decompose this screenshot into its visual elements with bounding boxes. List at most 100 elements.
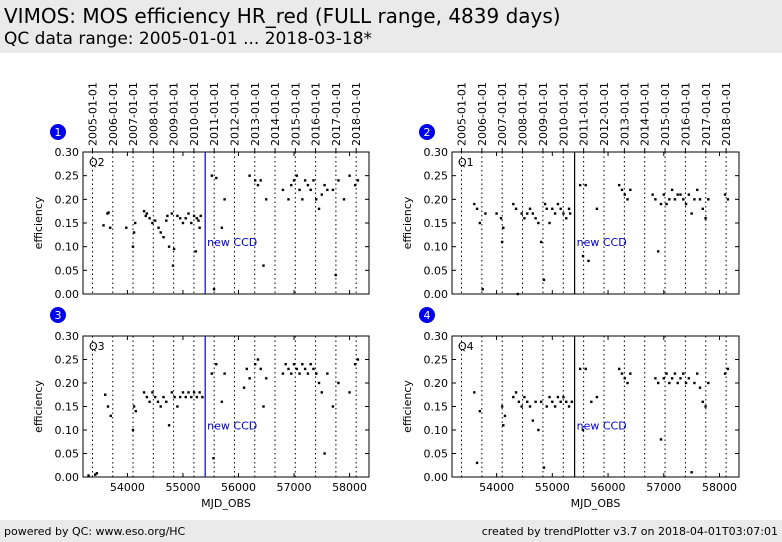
- new-ccd-label: new CCD: [577, 236, 627, 249]
- y-tick-label: 0.10: [424, 241, 449, 254]
- year-tick-label: 2018-01-01: [720, 82, 733, 146]
- data-point: [523, 217, 526, 220]
- data-point: [551, 207, 554, 210]
- data-point: [690, 471, 693, 474]
- data-point: [192, 214, 196, 218]
- data-point: [184, 217, 187, 220]
- year-tick-label: 2011-01-01: [578, 82, 591, 146]
- data-point: [545, 405, 548, 408]
- year-tick-label: 2013-01-01: [618, 82, 631, 146]
- data-point: [248, 174, 251, 177]
- y-tick-label: 0.00: [55, 288, 80, 301]
- data-point: [670, 188, 674, 192]
- data-point: [502, 424, 505, 427]
- data-point: [526, 212, 529, 215]
- data-point: [167, 424, 171, 427]
- data-point: [194, 250, 197, 253]
- data-point: [265, 198, 268, 201]
- data-point: [662, 193, 665, 196]
- data-point: [109, 414, 112, 418]
- x-tick-label: 54000: [110, 481, 145, 494]
- y-tick-label: 0.15: [55, 217, 80, 230]
- data-point: [528, 207, 532, 210]
- data-point: [212, 457, 215, 460]
- data-point: [578, 183, 582, 187]
- data-point: [317, 207, 321, 210]
- data-point: [162, 236, 165, 239]
- panel-1: 2005-01-01 2006-01-01 2007-01-01 2008-01-01…: [32, 82, 370, 301]
- data-point: [170, 391, 174, 394]
- y-tick-label: 0.30: [55, 330, 80, 343]
- data-point: [523, 395, 526, 399]
- data-point: [684, 202, 688, 206]
- data-point: [281, 188, 285, 192]
- data-point: [701, 207, 704, 210]
- x-tick-label: 56000: [221, 481, 256, 494]
- data-point: [676, 193, 679, 196]
- header: VIMOS: MOS efficiency HR_red (FULL range…: [0, 0, 782, 53]
- data-point: [531, 419, 535, 422]
- data-point: [495, 212, 498, 215]
- data-point: [581, 254, 585, 258]
- year-tick-label: 2005-01-01: [456, 82, 469, 146]
- year-tick-label: 2010-01-01: [188, 82, 201, 146]
- data-point: [484, 212, 487, 215]
- data-point: [153, 395, 157, 399]
- quadrant-label: Q4: [458, 340, 474, 353]
- year-tick-label: 2005-01-01: [86, 82, 99, 146]
- y-tick-label: 0.20: [55, 377, 80, 390]
- data-point: [617, 183, 621, 187]
- data-point: [259, 179, 262, 182]
- data-point: [181, 221, 185, 225]
- data-point: [623, 193, 626, 196]
- data-point: [248, 377, 251, 380]
- data-point: [690, 212, 693, 215]
- data-point: [265, 377, 268, 380]
- data-point: [570, 400, 574, 403]
- data-point: [473, 202, 476, 206]
- year-tick-label: 2017-01-01: [330, 82, 343, 146]
- data-point: [184, 395, 187, 399]
- y-tick-label: 0.20: [424, 193, 449, 206]
- data-point: [171, 264, 175, 267]
- data-point: [562, 395, 565, 399]
- panel-number-badge: [50, 124, 66, 140]
- data-point: [192, 391, 196, 394]
- panel-frame: [451, 151, 740, 295]
- panel-number-label: 1: [55, 126, 62, 139]
- data-point: [245, 367, 249, 371]
- panel-number-label: 2: [424, 126, 431, 139]
- data-point: [531, 212, 535, 215]
- data-point: [326, 188, 329, 192]
- data-point: [290, 372, 293, 375]
- quadrant-label: Q1: [458, 156, 474, 169]
- data-point: [190, 221, 193, 225]
- data-point: [512, 202, 515, 206]
- panel-frame: [82, 151, 370, 295]
- data-point: [195, 395, 199, 399]
- y-tick-label: 0.30: [424, 330, 449, 343]
- data-point: [301, 363, 304, 366]
- data-point: [542, 466, 546, 469]
- data-point: [693, 198, 696, 201]
- year-tick-label: 2010-01-01: [557, 82, 570, 146]
- data-point: [665, 372, 668, 375]
- data-point: [512, 395, 515, 399]
- panel-4: 0.00 0.05 0.10 0.15 0.20 0.25 0.30 54000 55000 56…: [401, 307, 740, 510]
- y-axis-label: efficiency: [32, 380, 45, 433]
- panel-frame: [82, 335, 370, 478]
- data-point: [125, 226, 128, 229]
- new-ccd-label: new CCD: [207, 236, 257, 249]
- data-point: [323, 452, 326, 455]
- data-point: [584, 367, 587, 371]
- data-point: [290, 183, 293, 187]
- data-point: [553, 212, 557, 215]
- data-point: [309, 188, 312, 192]
- data-point: [516, 292, 519, 296]
- data-point: [528, 405, 532, 408]
- y-tick-label: 0.05: [55, 264, 80, 277]
- data-point: [698, 386, 702, 389]
- year-tick-label: 2014-01-01: [639, 82, 652, 146]
- data-point: [668, 381, 671, 385]
- data-point: [568, 212, 572, 215]
